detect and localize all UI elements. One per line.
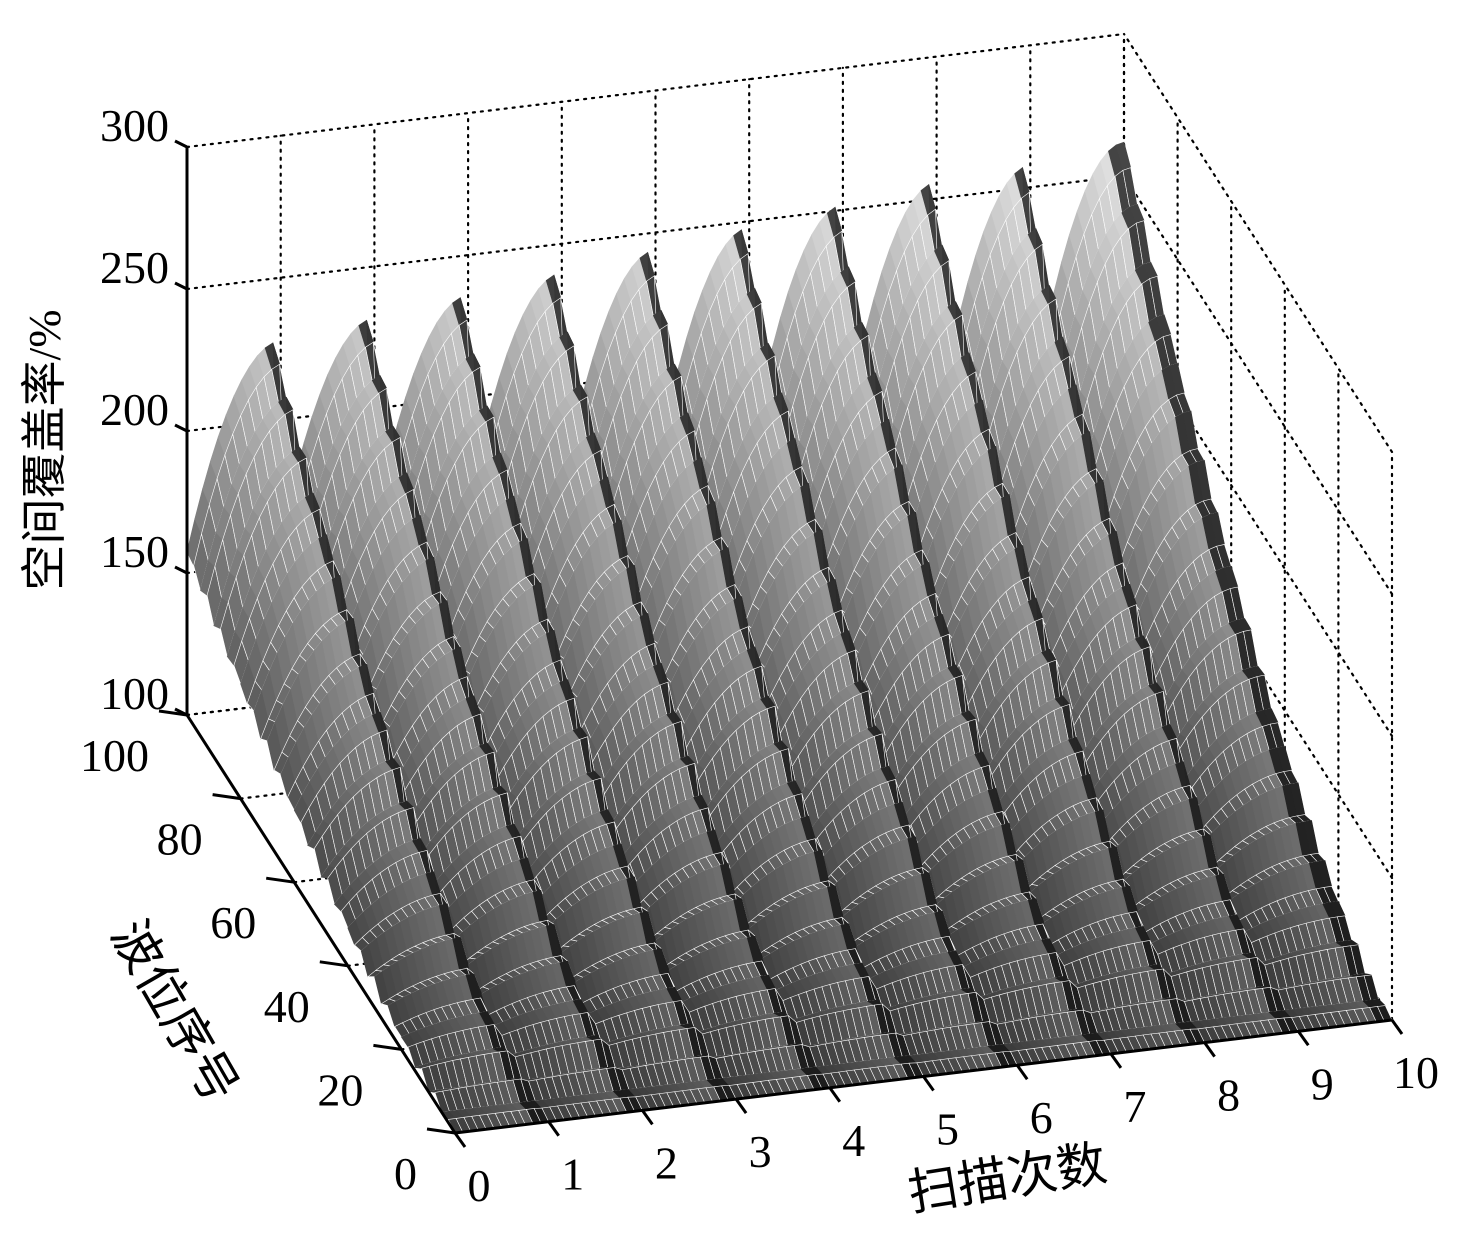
x-tick-label: 2	[655, 1137, 678, 1188]
y-tick	[426, 1127, 456, 1135]
surface-layer	[186, 141, 1393, 1134]
y-tick-label: 0	[394, 1148, 417, 1199]
y-tick-label: 80	[157, 814, 203, 865]
y-tick-label: 100	[80, 730, 149, 781]
x-tick	[922, 1075, 935, 1092]
x-tick-label: 9	[1311, 1058, 1334, 1109]
x-tick	[828, 1086, 842, 1103]
x-tick	[453, 1132, 467, 1148]
x-tick	[1390, 1019, 1404, 1035]
x-tick-label: 8	[1217, 1070, 1240, 1121]
grid-line	[1122, 316, 1394, 738]
z-tick-label: 150	[100, 526, 169, 577]
x-tick-label: 4	[842, 1115, 865, 1166]
y-tick	[373, 1043, 402, 1051]
grid-line	[185, 174, 1126, 291]
y-tick	[265, 876, 295, 884]
x-tick	[1015, 1064, 1029, 1081]
y-tick	[319, 960, 349, 968]
y-tick-label: 60	[210, 897, 256, 948]
x-tick	[547, 1120, 560, 1137]
x-tick-label: 3	[749, 1126, 772, 1177]
grid-line	[1122, 32, 1394, 454]
y-tick-label: 40	[264, 981, 310, 1032]
x-tick-label: 5	[936, 1104, 959, 1155]
z-tick	[174, 139, 188, 149]
x-tick	[734, 1098, 748, 1114]
x-tick-label: 10	[1393, 1047, 1439, 1098]
z-tick-label: 200	[100, 384, 169, 435]
z-axis-label: 空间覆盖率/%	[19, 309, 70, 590]
z-tick-label: 100	[100, 668, 169, 719]
grid-line	[185, 32, 1126, 149]
grid-line	[1122, 174, 1394, 596]
y-tick-label: 20	[317, 1064, 363, 1115]
x-tick-label: 0	[468, 1160, 491, 1211]
x-tick-label: 7	[1123, 1081, 1146, 1132]
z-tick	[174, 281, 188, 291]
z-tick	[174, 565, 188, 575]
x-tick	[1109, 1053, 1123, 1069]
z-tick	[174, 423, 188, 433]
x-tick	[1203, 1041, 1216, 1058]
y-tick	[212, 793, 241, 801]
x-tick	[641, 1109, 654, 1126]
x-tick-label: 6	[1030, 1092, 1053, 1143]
z-tick-label: 250	[100, 242, 169, 293]
x-tick-label: 1	[561, 1149, 584, 1200]
z-tick-label: 300	[100, 100, 169, 151]
x-tick	[1297, 1030, 1310, 1047]
